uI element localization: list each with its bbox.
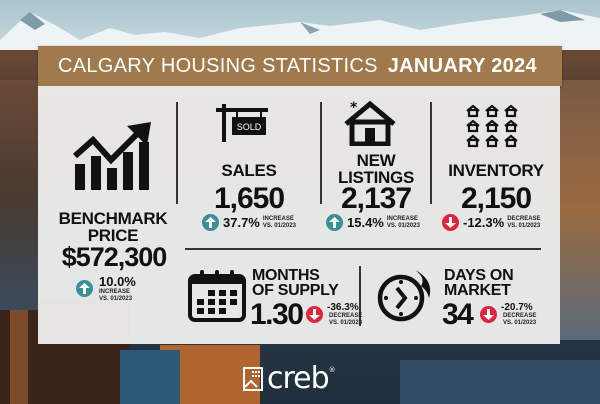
change-note: INCREASE VS. 01/2023	[386, 216, 420, 229]
divider	[185, 248, 541, 250]
divider	[359, 266, 361, 326]
inventory-label: INVENTORY	[448, 161, 544, 180]
days-on-market-value: 34	[442, 298, 474, 331]
change-percent: -20.7%	[501, 302, 533, 313]
title-banner: CALGARY HOUSING STATISTICS JANUARY 2024	[38, 46, 562, 86]
months-supply-label: MONTHS OF SUPPLY	[252, 267, 339, 299]
new-listings-label: NEW LISTINGS	[338, 151, 414, 187]
logo-text: creb	[267, 361, 330, 396]
houses-grid-icon	[466, 104, 519, 148]
benchmark-label: BENCHMARK PRICE	[58, 209, 168, 245]
benchmark-change: 10.0% INCREASE VS. 01/2023	[76, 274, 136, 302]
building-blue	[120, 350, 180, 404]
arrow-up-icon	[326, 214, 343, 231]
creb-logo: creb ®	[243, 364, 336, 394]
change-note: INCREASE VS. 01/2023	[99, 289, 133, 302]
calendar-icon	[188, 270, 246, 322]
registered-mark: ®	[328, 366, 336, 374]
sold-sign-icon: SOLD	[216, 104, 268, 142]
change-percent: -12.3%	[463, 215, 505, 230]
arrow-down-icon	[480, 306, 497, 323]
svg-text:*: *	[350, 100, 358, 116]
change-note: DECREASE VS. 01/2023	[507, 216, 541, 229]
stats-panel: BENCHMARK PRICE $572,300 10.0% INCREASE V…	[38, 86, 560, 344]
divider	[430, 102, 432, 204]
divider	[176, 102, 178, 204]
months-supply-change: -36.3% DECREASE VS. 01/2023	[306, 302, 362, 326]
new-listings-value: 2,137	[340, 182, 412, 215]
days-on-market-change: -20.7% DECREASE VS. 01/2023	[480, 302, 536, 326]
building-column	[10, 300, 28, 404]
arrow-up-icon	[202, 214, 219, 231]
trending-up-bars-icon	[73, 122, 151, 190]
sales-label: SALES	[221, 161, 277, 180]
new-house-icon: *	[344, 100, 396, 146]
new-listings-change: 15.4% INCREASE VS. 01/2023	[326, 214, 420, 231]
inventory-value: 2,150	[460, 182, 532, 215]
banner-period: JANUARY 2024	[387, 54, 537, 77]
trees-left	[0, 80, 38, 310]
change-percent: 10.0%	[99, 274, 136, 289]
arrow-up-icon	[76, 279, 93, 297]
banner-title: CALGARY HOUSING STATISTICS	[58, 54, 378, 77]
sales-value: 1,650	[213, 182, 285, 215]
clock-fire-icon	[377, 270, 431, 322]
trees-right	[560, 80, 600, 340]
days-on-market-label: DAYS ON MARKET	[444, 267, 514, 299]
change-percent: 15.4%	[347, 215, 384, 230]
creb-building-icon	[243, 367, 263, 391]
sales-change: 37.7% INCREASE VS. 01/2023	[202, 214, 296, 231]
arrow-down-icon	[442, 214, 459, 231]
change-percent: 37.7%	[223, 215, 260, 230]
change-note: INCREASE VS. 01/2023	[262, 216, 296, 229]
inventory-change: -12.3% DECREASE VS. 01/2023	[442, 214, 541, 231]
arrow-down-icon	[306, 306, 323, 323]
svg-text:SOLD: SOLD	[237, 122, 262, 132]
change-note: DECREASE VS. 01/2023	[503, 313, 537, 326]
houses-right	[400, 360, 600, 404]
divider	[320, 102, 322, 204]
change-percent: -36.3%	[327, 302, 359, 313]
months-supply-value: 1.30	[250, 298, 304, 331]
benchmark-value: $572,300	[61, 242, 168, 272]
change-note: DECREASE VS. 01/2023	[329, 313, 363, 326]
